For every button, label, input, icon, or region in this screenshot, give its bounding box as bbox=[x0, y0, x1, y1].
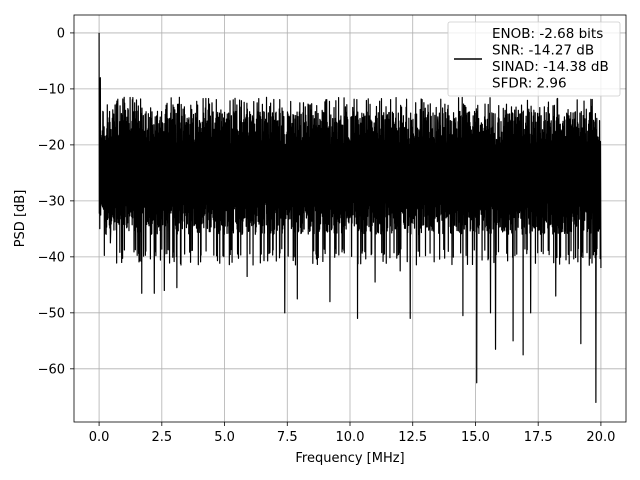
x-tick-label: 7.5 bbox=[277, 430, 298, 445]
x-tick-label: 0.0 bbox=[89, 430, 110, 445]
legend-entry-sinad: SINAD: -14.38 dB bbox=[492, 59, 609, 75]
y-tick-label: −50 bbox=[38, 306, 65, 321]
y-tick-label: −60 bbox=[38, 362, 65, 377]
psd-series-line bbox=[98, 32, 602, 404]
legend: ENOB: -2.68 bits SNR: -14.27 dB SINAD: -… bbox=[447, 21, 621, 97]
y-tick-label: −10 bbox=[38, 82, 65, 97]
y-tick-label: −30 bbox=[38, 194, 65, 209]
x-tick-label: 2.5 bbox=[151, 430, 172, 445]
x-tick-label: 17.5 bbox=[524, 430, 553, 445]
y-tick-label: −20 bbox=[38, 138, 65, 153]
y-tick-label: −40 bbox=[38, 250, 65, 265]
x-tick-label: 5.0 bbox=[214, 430, 235, 445]
y-axis-label: PSD [dB] bbox=[13, 190, 28, 248]
x-tick-label: 15.0 bbox=[461, 430, 490, 445]
legend-entry-snr: SNR: -14.27 dB bbox=[492, 43, 594, 59]
x-tick-label: 10.0 bbox=[336, 430, 365, 445]
x-tick-label: 12.5 bbox=[398, 430, 427, 445]
x-tick-label: 20.0 bbox=[586, 430, 615, 445]
axis-ticks: 0.0 2.5 5.0 7.5 10.0 12.5 15.0 17.5 20.0 0 −10 −20 −… bbox=[38, 26, 616, 445]
series-layer bbox=[98, 32, 602, 404]
x-axis-label: Frequency [MHz] bbox=[295, 451, 404, 466]
y-tick-label: 0 bbox=[57, 26, 65, 41]
legend-entry-enob: ENOB: -2.68 bits bbox=[492, 26, 603, 42]
legend-box bbox=[447, 21, 621, 97]
legend-entry-sfdr: SFDR: 2.96 bbox=[492, 76, 567, 92]
